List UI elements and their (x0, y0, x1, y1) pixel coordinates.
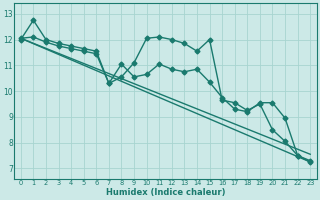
X-axis label: Humidex (Indice chaleur): Humidex (Indice chaleur) (106, 188, 225, 197)
